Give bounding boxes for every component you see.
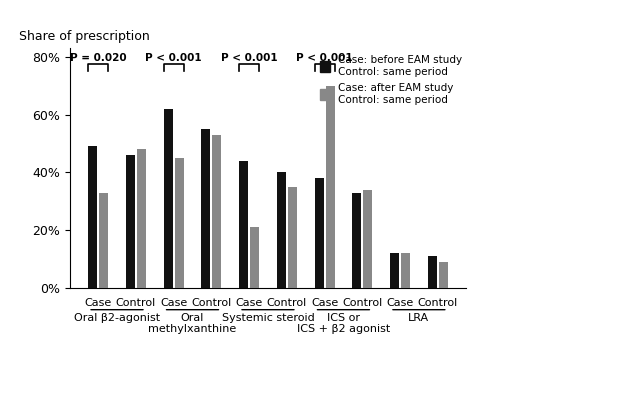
- Text: P = 0.020: P = 0.020: [70, 53, 126, 63]
- Bar: [250, 227, 259, 288]
- Bar: [126, 155, 135, 288]
- Bar: [163, 109, 173, 288]
- Text: Systemic steroid: Systemic steroid: [221, 312, 315, 322]
- Text: P < 0.001: P < 0.001: [221, 53, 278, 63]
- Text: Control: Control: [267, 298, 307, 308]
- Text: P < 0.001: P < 0.001: [145, 53, 202, 63]
- Bar: [202, 129, 211, 288]
- Text: Case: Case: [84, 298, 112, 308]
- Text: Oral
methylxanthine: Oral methylxanthine: [149, 312, 237, 334]
- Bar: [212, 135, 221, 288]
- Bar: [439, 262, 448, 288]
- Text: ICS or
ICS + β2 agonist: ICS or ICS + β2 agonist: [297, 312, 390, 334]
- Text: Case: Case: [311, 298, 338, 308]
- Text: P < 0.001: P < 0.001: [296, 53, 353, 63]
- Bar: [390, 253, 399, 288]
- Bar: [137, 149, 146, 288]
- Bar: [239, 161, 248, 288]
- Bar: [363, 190, 373, 288]
- Text: Control: Control: [191, 298, 232, 308]
- Bar: [352, 192, 361, 288]
- Text: Case: Case: [387, 298, 413, 308]
- Bar: [277, 172, 286, 288]
- Bar: [325, 86, 334, 288]
- Bar: [401, 253, 410, 288]
- Bar: [88, 146, 97, 288]
- Text: Case: Case: [235, 298, 263, 308]
- Text: Control: Control: [418, 298, 458, 308]
- Bar: [315, 178, 323, 288]
- Text: Control: Control: [115, 298, 156, 308]
- Text: Control: Control: [342, 298, 382, 308]
- Text: LRA: LRA: [408, 312, 429, 322]
- Text: Oral β2-agonist: Oral β2-agonist: [74, 312, 160, 322]
- Bar: [99, 192, 108, 288]
- Bar: [288, 187, 297, 288]
- Bar: [175, 158, 184, 288]
- Text: Case: Case: [160, 298, 187, 308]
- Text: Share of prescription: Share of prescription: [19, 30, 149, 43]
- Legend: Case: before EAM study
Control: same period, Case: after EAM study
Control: same: Case: before EAM study Control: same per…: [318, 53, 464, 107]
- Bar: [427, 256, 437, 288]
